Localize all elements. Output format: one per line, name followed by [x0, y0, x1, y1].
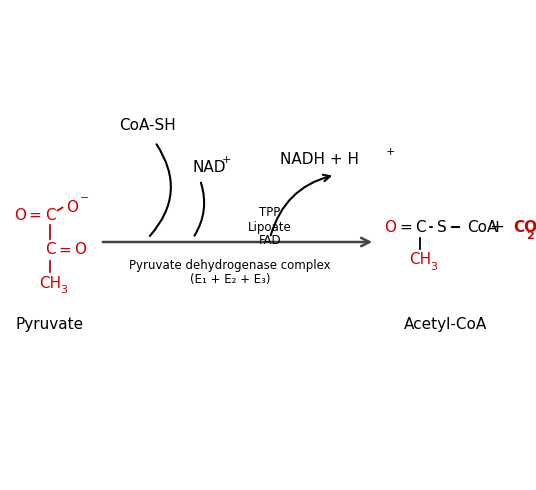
- Text: O: O: [384, 220, 396, 235]
- Text: +: +: [385, 147, 394, 157]
- Text: =: =: [28, 207, 41, 222]
- Text: CoA-SH: CoA-SH: [120, 118, 176, 132]
- Text: Pyruvate dehydrogenase complex: Pyruvate dehydrogenase complex: [129, 259, 331, 271]
- Text: CH: CH: [39, 275, 61, 291]
- Text: =: =: [400, 220, 412, 235]
- Text: O: O: [74, 243, 86, 258]
- Text: Lipoate: Lipoate: [248, 220, 292, 234]
- Text: 3: 3: [61, 285, 68, 295]
- Text: CO: CO: [513, 220, 536, 235]
- Text: −: −: [80, 193, 90, 203]
- Text: C: C: [415, 220, 425, 235]
- Text: 3: 3: [430, 262, 437, 272]
- Text: Acetyl-CoA: Acetyl-CoA: [404, 318, 487, 333]
- Text: FAD: FAD: [259, 235, 281, 247]
- Text: +: +: [489, 218, 504, 236]
- Text: O: O: [14, 207, 26, 222]
- Text: C: C: [44, 243, 55, 258]
- Text: C: C: [44, 207, 55, 222]
- Text: O: O: [66, 200, 78, 216]
- Text: (E₁ + E₂ + E₃): (E₁ + E₂ + E₃): [190, 273, 270, 287]
- Text: TPP: TPP: [259, 205, 281, 219]
- Text: NAD: NAD: [193, 161, 227, 175]
- Text: Pyruvate: Pyruvate: [16, 318, 84, 333]
- Text: +: +: [222, 155, 232, 165]
- Text: CH: CH: [409, 252, 431, 268]
- Text: S: S: [437, 220, 447, 235]
- Text: CoA: CoA: [467, 220, 497, 235]
- Text: NADH + H: NADH + H: [280, 152, 360, 168]
- Text: =: =: [58, 243, 71, 258]
- Text: 2: 2: [526, 231, 534, 241]
